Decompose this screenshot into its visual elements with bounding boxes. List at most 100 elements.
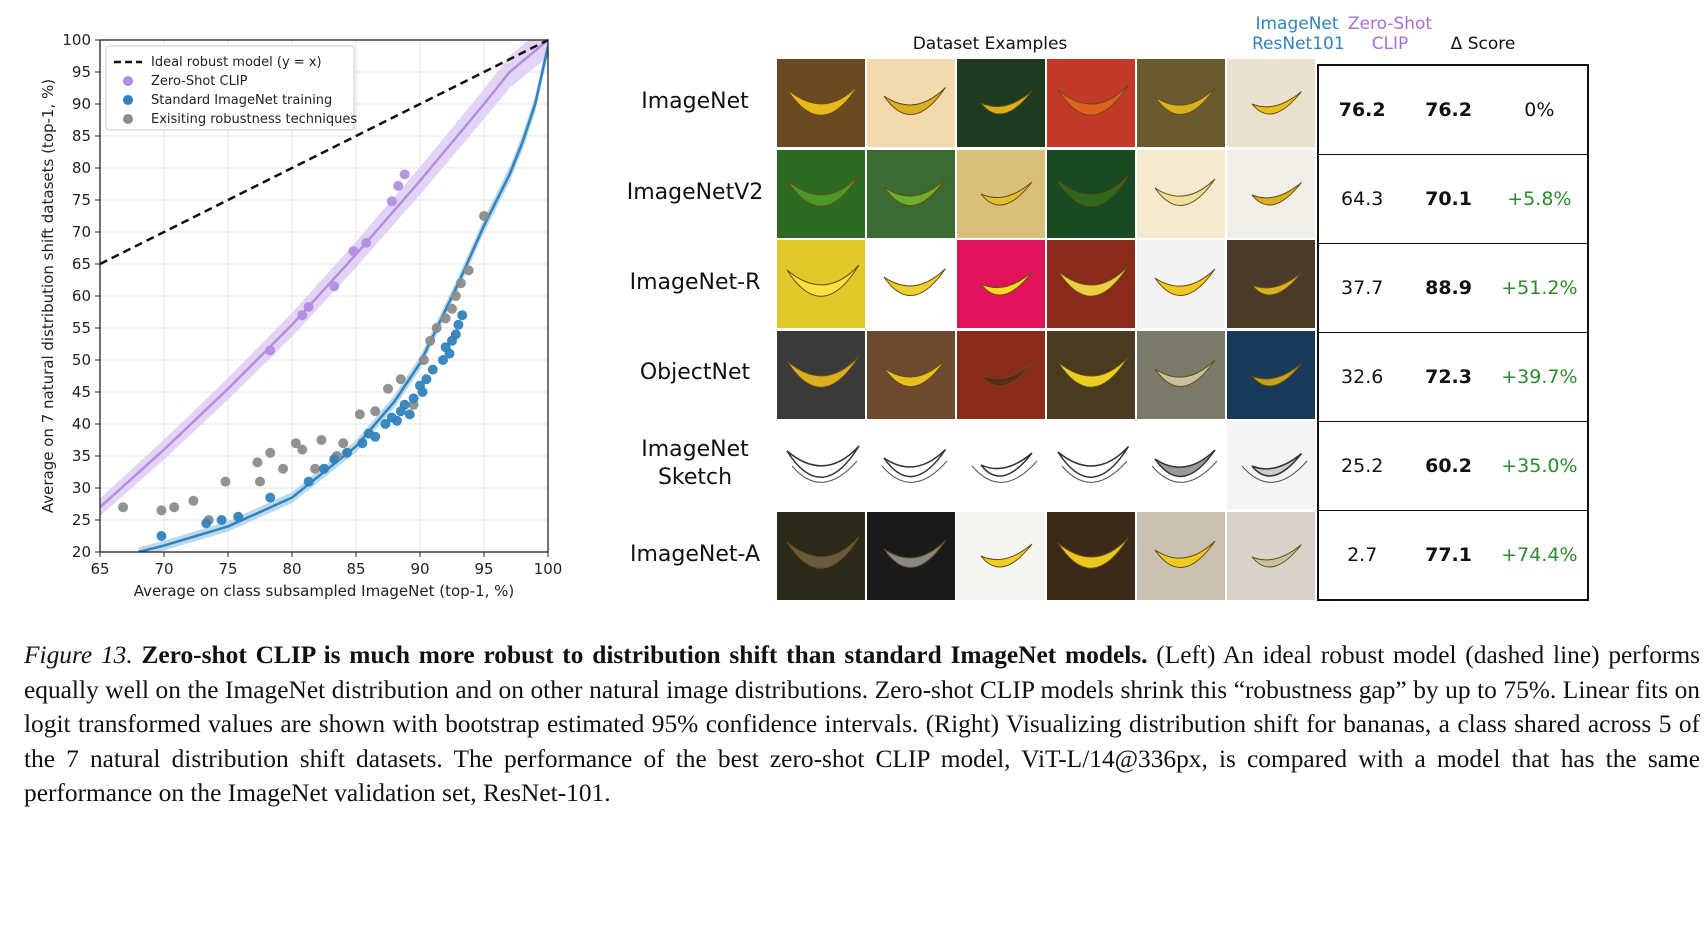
standard-point [233,511,244,522]
robustness-point [169,502,180,513]
clip-point [361,237,372,248]
banana-illustration [777,330,865,419]
robustness-point [278,463,289,474]
banana-illustration [957,149,1045,238]
y-tick-label: 25 [72,511,91,529]
standard-point [370,431,381,442]
banana-image [1136,510,1226,601]
legend-entry: Zero-Shot CLIP [151,74,248,89]
clip-score: 88.9 [1405,243,1492,333]
robustness-point [440,313,451,324]
legend-robust-swatch [123,114,133,124]
banana-illustration [1137,240,1225,328]
robustness-point [463,265,474,276]
x-tick-label: 75 [218,560,237,578]
robustness-point [479,211,489,221]
resnet-score: 37.7 [1318,243,1406,333]
robustness-point [188,495,199,506]
clip-point [297,310,308,321]
x-tick-label: 85 [346,560,365,578]
thumbnail-row [776,239,1316,329]
y-tick-label: 90 [72,95,91,113]
table-row: 25.2 60.2 +35.0% [1318,421,1588,511]
banana-image [1226,148,1316,239]
banana-image [866,510,956,601]
row-label-imagenet-r: ImageNet-R [629,270,761,295]
legend-standard-swatch [123,95,133,105]
robustness-point [338,438,349,449]
header-clip: Zero-Shot CLIP [1340,14,1440,54]
banana-illustration [957,59,1045,147]
header-dataset-examples: Dataset Examples [912,34,1068,54]
banana-image [1046,239,1136,329]
banana-illustration [957,240,1045,328]
table-row: 76.2 76.2 0% [1318,65,1588,155]
header-clip-line1: Zero-Shot [1347,14,1433,34]
standard-point [156,531,167,541]
banana-illustration [867,59,955,147]
y-tick-label: 30 [72,479,91,497]
standard-point [453,319,464,330]
standard-point [450,329,461,340]
banana-illustration [1047,149,1135,238]
header-resnet-line1: ImageNet [1255,14,1339,34]
caption-body: (Left) An ideal robust model (dashed lin… [24,641,1700,807]
banana-image [1226,239,1316,329]
header-resnet: ImageNet ResNet101 [1252,14,1345,54]
banana-illustration [1227,149,1315,238]
robustness-point [255,476,265,487]
y-tick-label: 40 [72,415,91,433]
resnet-score: 64.3 [1318,154,1406,244]
robustness-point [455,278,466,289]
banana-illustration [777,59,865,147]
banana-image [1226,329,1316,420]
banana-illustration [1047,511,1135,600]
thumbnail-row [776,510,1316,601]
banana-illustration [957,511,1045,600]
banana-illustration [1047,240,1135,328]
banana-image [866,58,956,148]
banana-image [1046,420,1136,510]
banana-image [1136,420,1226,510]
banana-illustration [957,330,1045,419]
standard-point [408,393,419,404]
row-label-imagenetv2: ImageNetV2 [626,180,764,205]
x-tick-label: 70 [154,560,173,578]
row-label-objectnet: ObjectNet [639,360,751,385]
standard-point [342,447,353,458]
y-tick-label: 50 [72,351,91,369]
standard-point [438,355,449,365]
banana-illustration [867,240,955,328]
banana-image [956,510,1046,601]
standard-point [427,364,438,375]
banana-illustration [1137,330,1225,419]
x-tick-label: 95 [474,560,493,578]
row-label-imagenet-sketch: ImageNet Sketch [641,437,749,490]
legend-clip-swatch [123,76,133,86]
legend-box [105,45,355,131]
banana-image [776,420,866,510]
banana-illustration [1227,330,1315,419]
robustness-point [354,409,365,420]
resnet-score: 76.2 [1338,99,1386,121]
legend-entry: Standard ImageNet training [151,93,332,108]
standard-point [357,438,368,449]
x-tick-label: 80 [282,560,301,578]
banana-illustration [1047,59,1135,147]
banana-illustration [867,330,955,419]
y-tick-label: 95 [72,63,91,81]
banana-image [776,58,866,148]
banana-image [1046,329,1136,420]
dataset-examples-panel: Dataset Examples ImageNet ResNet101 Zero… [620,8,1700,668]
banana-illustration [1137,59,1225,147]
standard-point [399,399,410,410]
banana-illustration [867,421,955,509]
resnet-score: 32.6 [1318,332,1406,422]
banana-illustration [1137,149,1225,238]
banana-illustration [1137,421,1225,509]
y-tick-label: 75 [72,191,91,209]
delta-score: +35.0% [1491,421,1588,511]
banana-image [866,420,956,510]
robustness-point [316,435,327,445]
